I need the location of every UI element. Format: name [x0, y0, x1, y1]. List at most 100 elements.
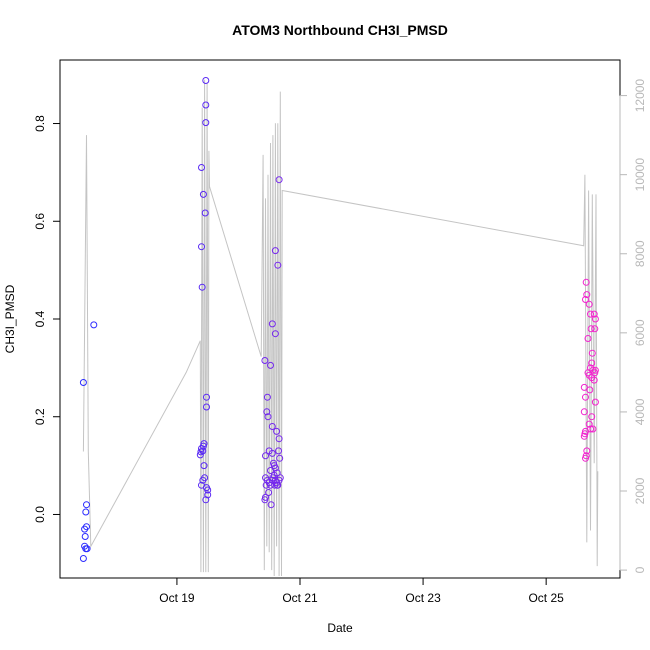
data-point	[584, 335, 592, 342]
data-point	[196, 451, 204, 459]
y-tick-label: 0.8	[33, 115, 47, 132]
data-point	[586, 386, 594, 394]
data-point	[590, 310, 598, 318]
data-point	[591, 398, 599, 406]
data-point	[271, 330, 279, 338]
data-point	[275, 176, 283, 184]
data-point	[263, 408, 271, 416]
x-tick-label: Oct 19	[159, 591, 195, 605]
data-point	[267, 361, 274, 369]
data-point	[590, 376, 598, 384]
data-point	[197, 448, 205, 456]
altitude-line-layer	[82, 79, 599, 577]
data-point	[83, 545, 91, 553]
data-point	[202, 496, 210, 504]
data-point	[580, 432, 588, 440]
data-point	[271, 247, 279, 255]
data-point	[582, 454, 589, 462]
data-point	[198, 164, 205, 171]
plot-frame	[59, 59, 621, 579]
y2-tick-label: 4000	[633, 398, 647, 425]
data-point	[274, 261, 282, 269]
data-point	[273, 481, 281, 489]
data-point	[276, 474, 284, 482]
data-point	[262, 481, 270, 489]
data-point	[582, 278, 590, 286]
y2-tick-label: 12000	[633, 79, 647, 113]
data-point	[268, 423, 276, 430]
y-tick-label: 0.0	[33, 506, 47, 523]
data-point	[275, 435, 283, 443]
data-point	[203, 393, 210, 401]
data-point	[591, 315, 599, 323]
data-point	[580, 408, 588, 416]
data-point	[275, 447, 282, 455]
x-axis-label: Date	[327, 621, 353, 635]
data-point	[198, 283, 206, 291]
data-point	[585, 300, 593, 308]
data-point	[267, 481, 274, 489]
data-point	[203, 403, 210, 411]
data-point	[580, 383, 588, 391]
data-point	[276, 454, 284, 462]
data-point	[264, 413, 272, 421]
y-tick-label: 0.2	[33, 408, 47, 425]
data-point	[591, 325, 599, 333]
data-point	[591, 366, 599, 374]
chart-title: ATOM3 Northbound CH3I_PMSD	[232, 22, 448, 38]
data-point	[587, 310, 594, 318]
data-point	[200, 440, 208, 448]
data-point	[582, 393, 589, 401]
data-point	[199, 190, 207, 198]
x-tick-label: Oct 21	[282, 591, 318, 605]
data-point	[261, 496, 269, 504]
data-point	[271, 464, 279, 472]
data-point	[83, 523, 90, 531]
data-point	[204, 486, 212, 494]
data-point	[583, 447, 591, 455]
data-point	[202, 77, 210, 84]
data-point	[90, 321, 98, 329]
axes-layer: Oct 19 Oct 21 Oct 23 Oct 25 0.0 0.2 0.4 0.6 0.8 0…	[33, 79, 647, 605]
data-point	[583, 291, 591, 299]
altitude-line	[82, 79, 599, 577]
data-point	[273, 427, 281, 435]
data-point	[201, 209, 209, 217]
y2-tick-label: 2000	[633, 477, 647, 504]
data-point	[582, 296, 589, 303]
y-axis-label: CH3I_PMSD	[3, 284, 17, 353]
y2-tick-label: 8000	[633, 240, 647, 267]
data-point	[587, 325, 595, 333]
data-point	[81, 533, 89, 540]
x-tick-label: Oct 25	[528, 591, 564, 605]
data-point	[262, 452, 269, 460]
y2-tick-label: 10000	[633, 158, 647, 192]
data-point	[202, 119, 210, 127]
data-point	[588, 349, 596, 357]
data-point	[200, 462, 208, 470]
data-point	[263, 393, 271, 401]
data-point	[268, 320, 276, 328]
y-tick-label: 0.4	[33, 310, 47, 327]
data-point	[270, 471, 278, 479]
data-point	[267, 501, 275, 509]
y-tick-label: 0.6	[33, 213, 47, 230]
x-tick-label: Oct 23	[405, 591, 441, 605]
data-point	[268, 449, 276, 457]
data-point	[585, 420, 593, 428]
data-point	[83, 501, 90, 509]
data-point	[198, 243, 205, 251]
y2-tick-label: 0	[633, 566, 647, 573]
data-point	[201, 474, 209, 482]
data-point	[588, 413, 596, 421]
data-point	[589, 425, 597, 433]
data-point	[265, 489, 273, 496]
data-point	[588, 359, 596, 367]
data-points-layer	[79, 77, 599, 562]
data-point	[79, 379, 87, 386]
data-point	[82, 508, 90, 516]
data-point	[261, 357, 269, 364]
y2-tick-label: 6000	[633, 319, 647, 346]
data-point	[202, 101, 210, 109]
